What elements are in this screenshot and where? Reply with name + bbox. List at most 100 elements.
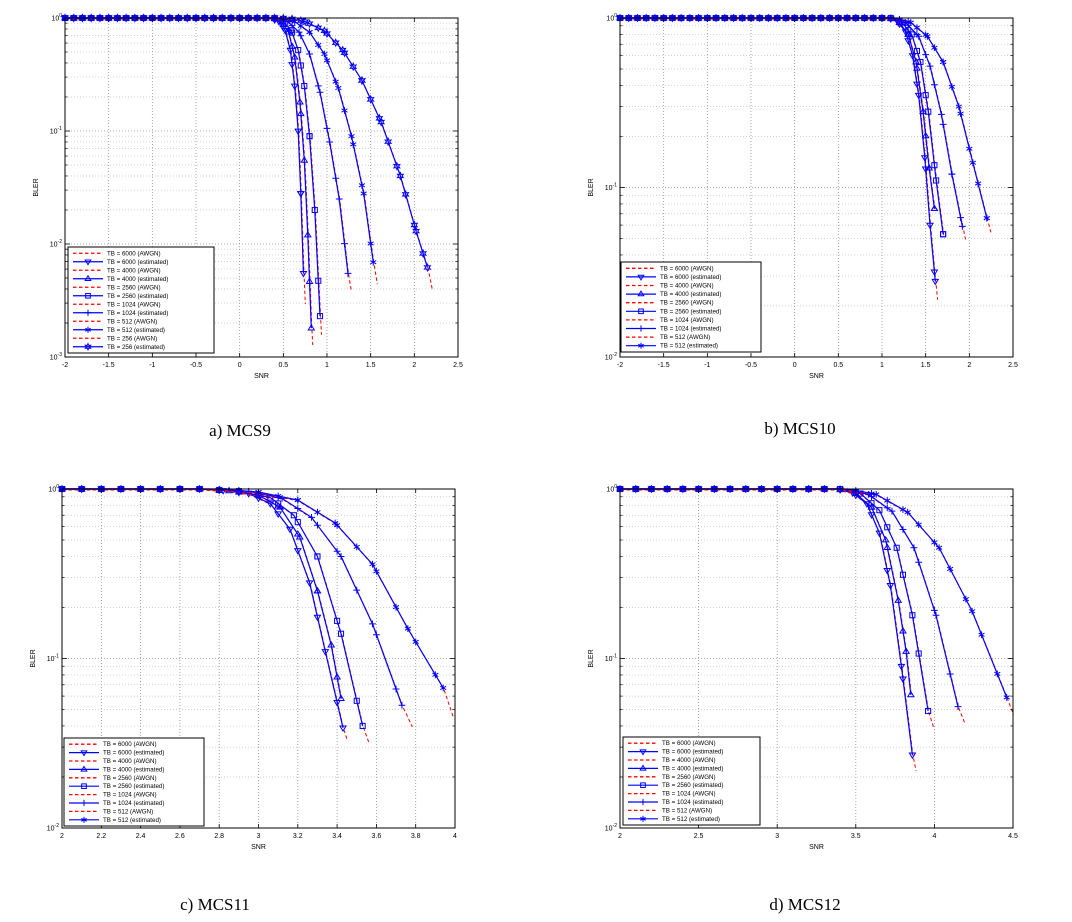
svg-text:0.5: 0.5 (278, 362, 288, 369)
estimated-curve-tb-1024 (620, 488, 959, 707)
svg-text:100: 100 (51, 13, 62, 23)
caption-mcs11: c) MCS11 (180, 895, 250, 914)
series-tb-1024 (58, 485, 413, 728)
svg-text:-1.5: -1.5 (103, 362, 115, 369)
legend-entry-label: TB = 6000 (estimated) (107, 259, 168, 266)
tick-labels: -2 -1.5 -1 -0.5 0 0.5 1 1.5 2 2.5 100 10-1 10-2 10-3 (50, 13, 463, 369)
svg-text:0.5: 0.5 (833, 362, 843, 369)
legend-entry-label: TB = 4000 (AWGN) (660, 283, 714, 290)
legend-entry-label: TB = 2560 (estimated) (103, 783, 164, 790)
svg-text:10-1: 10-1 (50, 126, 62, 136)
svg-text:2: 2 (412, 362, 416, 369)
svg-text:-1.5: -1.5 (658, 362, 670, 369)
awgn-curve-tb-6000 (62, 489, 349, 742)
legend-entry-label: TB = 512 (estimated) (662, 816, 720, 823)
grid (620, 489, 1013, 828)
svg-text:10-1: 10-1 (47, 654, 59, 664)
estimated-curve-tb-1024 (620, 17, 963, 227)
svg-text:3: 3 (775, 833, 779, 840)
awgn-curve-tb-1024 (62, 489, 413, 728)
legend-entry-label: TB = 512 (estimated) (103, 817, 161, 824)
svg-text:-1: -1 (149, 362, 155, 369)
series-tb-256 (60, 13, 433, 290)
series-tb-4000 (616, 484, 915, 698)
svg-text:-2: -2 (617, 362, 623, 369)
svg-text:3.8: 3.8 (411, 833, 421, 840)
legend-entry-label: TB = 2560 (estimated) (107, 293, 168, 300)
legend-entry-label: TB = 6000 (estimated) (662, 749, 723, 756)
estimated-curve-tb-6000 (620, 17, 936, 282)
svg-text:4: 4 (932, 833, 936, 840)
axes (619, 17, 1014, 358)
svg-text:2.6: 2.6 (175, 833, 185, 840)
tick-labels: -2 -1.5 -1 -0.5 0 0.5 1 1.5 2 2.5 100 10-1 10-2 (605, 13, 1018, 369)
svg-text:10-2: 10-2 (50, 239, 62, 249)
legend-entry-label: TB = 1024 (AWGN) (662, 791, 716, 798)
series-tb-2560 (58, 485, 370, 744)
svg-text:10-2: 10-2 (605, 352, 617, 362)
svg-text:-1: -1 (704, 362, 710, 369)
legend-entry-label: TB = 4000 (estimated) (107, 276, 168, 283)
grid (62, 489, 455, 828)
legend: TB = 6000 (AWGN)TB = 6000 (estimated)TB … (63, 737, 205, 827)
y-axis-label: BLER (588, 649, 595, 667)
svg-text:2.5: 2.5 (694, 833, 704, 840)
estimated-curve-tb-2560 (620, 17, 944, 235)
legend-entry-label: TB = 6000 (AWGN) (103, 741, 157, 748)
legend-entry-label: TB = 2560 (AWGN) (662, 774, 716, 781)
series-tb-6000 (58, 486, 349, 742)
legend: TB = 6000 (AWGN) TB = 6000 (estimated) TB … (622, 736, 761, 826)
svg-text:2.2: 2.2 (96, 833, 106, 840)
svg-text:1: 1 (325, 362, 329, 369)
series-tb-2560 (616, 485, 934, 728)
axis-labels: SNR BLER (588, 649, 824, 851)
x-axis-label: SNR (254, 373, 269, 380)
svg-text:2.8: 2.8 (214, 833, 224, 840)
estimated-curve-tb-4000 (620, 488, 912, 695)
legend-entry-label: TB = 256 (estimated) (107, 344, 165, 351)
estimated-curve-tb-4000 (620, 17, 935, 209)
svg-text:2.5: 2.5 (453, 362, 463, 369)
plot-mcs10: -2 -1.5 -1 -0.5 0 0.5 1 1.5 2 2.5 100 10-1 10-2 SNR BL… (588, 13, 1018, 380)
legend-entry-label: TB = 2560 (AWGN) (660, 300, 714, 307)
x-axis-label: SNR (251, 844, 266, 851)
series-tb-512 (61, 14, 378, 285)
awgn-curve-tb-2560 (620, 18, 945, 236)
legend-entry-label: TB = 6000 (AWGN) (662, 740, 716, 747)
svg-text:2.4: 2.4 (136, 833, 146, 840)
legend: TB = 6000 (AWGN)TB = 6000 (estimated)TB … (67, 246, 215, 354)
svg-text:3.2: 3.2 (293, 833, 303, 840)
axis-labels: SNR BLER (33, 178, 269, 380)
svg-text:100: 100 (48, 484, 59, 494)
awgn-curve-tb-4000 (620, 489, 912, 696)
svg-text:10-1: 10-1 (605, 654, 617, 664)
svg-text:100: 100 (606, 484, 617, 494)
legend-entry-label: TB = 512 (AWGN) (660, 334, 710, 341)
svg-text:10-1: 10-1 (605, 183, 617, 193)
caption-mcs10: b) MCS10 (764, 419, 836, 438)
legend-entry-label: TB = 1024 (AWGN) (107, 301, 161, 308)
axis-labels: SNR BLER (588, 178, 824, 380)
legend-entry-label: TB = 512 (estimated) (107, 327, 165, 334)
svg-text:2: 2 (967, 362, 971, 369)
tick-labels: 2 2.5 3 3.5 4 4.5 100 10-1 10-2 (605, 484, 1018, 840)
svg-text:10-2: 10-2 (605, 823, 617, 833)
svg-text:2: 2 (618, 833, 622, 840)
svg-text:3.6: 3.6 (372, 833, 382, 840)
legend-entry-label: TB = 4000 (estimated) (660, 291, 721, 298)
svg-text:-0.5: -0.5 (190, 362, 202, 369)
svg-text:100: 100 (606, 13, 617, 23)
legend-entry-label: TB = 2560 (estimated) (660, 308, 721, 315)
legend-entry-label: TB = 2560 (estimated) (662, 782, 723, 789)
svg-text:2.5: 2.5 (1008, 362, 1018, 369)
legend-entry-label: TB = 6000 (AWGN) (660, 265, 714, 272)
legend-entry-label: TB = 512 (AWGN) (662, 807, 712, 814)
awgn-curve-tb-6000 (620, 489, 917, 771)
legend-entry-label: TB = 2560 (AWGN) (107, 284, 161, 291)
svg-text:1.5: 1.5 (921, 362, 931, 369)
awgn-curve-tb-1024 (620, 489, 966, 724)
legend-entry-label: TB = 6000 (estimated) (660, 274, 721, 281)
svg-text:4.5: 4.5 (1008, 833, 1018, 840)
legend-entry-label: TB = 256 (AWGN) (107, 335, 157, 342)
svg-text:-0.5: -0.5 (745, 362, 757, 369)
